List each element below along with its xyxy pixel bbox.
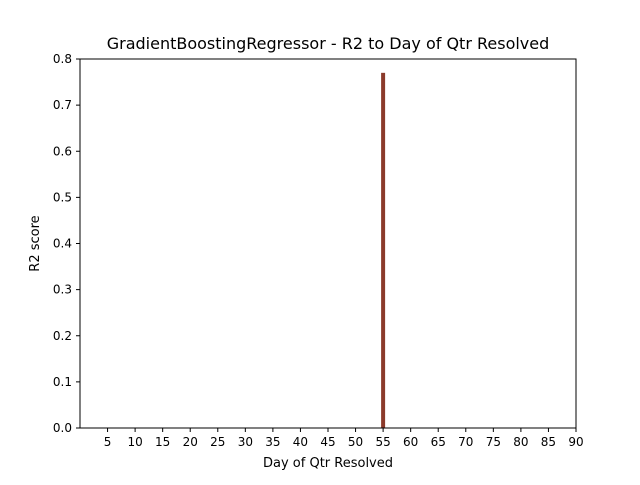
bars-group [381,72,386,429]
x-tick-label: 35 [265,435,280,449]
x-tick-label: 85 [541,435,556,449]
x-tick-label: 30 [238,435,253,449]
x-tick-label: 70 [458,435,473,449]
x-axis-label: Day of Qtr Resolved [263,456,393,471]
x-tick-label: 50 [348,435,363,449]
y-tick-label: 0.7 [53,98,72,112]
y-tick-label: 0.8 [53,52,72,66]
chart-title: GradientBoostingRegressor - R2 to Day of… [107,34,550,53]
y-tick-label: 0.0 [53,421,72,435]
y-tick-label: 0.5 [53,190,72,204]
x-tick-label: 55 [375,435,390,449]
y-tick-label: 0.3 [53,283,72,297]
bar-55 [381,72,386,429]
x-tick-label: 75 [486,435,501,449]
x-tick-label: 5 [104,435,112,449]
x-tick-label: 90 [568,435,583,449]
x-tick-label: 10 [127,435,142,449]
y-tick-label: 0.1 [53,375,72,389]
y-axis-label: R2 score [28,215,43,271]
x-tick-label: 15 [155,435,170,449]
y-tick-label: 0.2 [53,329,72,343]
x-axis: 5 10 15 20 25 30 35 40 45 50 55 60 65 70 75 80 85 90 [104,428,584,449]
x-tick-label: 60 [403,435,418,449]
plot-frame [79,58,577,429]
x-tick-label: 20 [183,435,198,449]
y-axis: 0.0 0.1 0.2 0.3 0.4 0.5 0.6 0.7 0.8 [53,52,80,435]
x-tick-label: 45 [320,435,335,449]
x-tick-label: 65 [431,435,446,449]
x-tick-label: 25 [210,435,225,449]
x-tick-label: 40 [293,435,308,449]
x-tick-label: 80 [513,435,528,449]
y-tick-label: 0.6 [53,144,72,158]
y-tick-label: 0.4 [53,237,72,251]
